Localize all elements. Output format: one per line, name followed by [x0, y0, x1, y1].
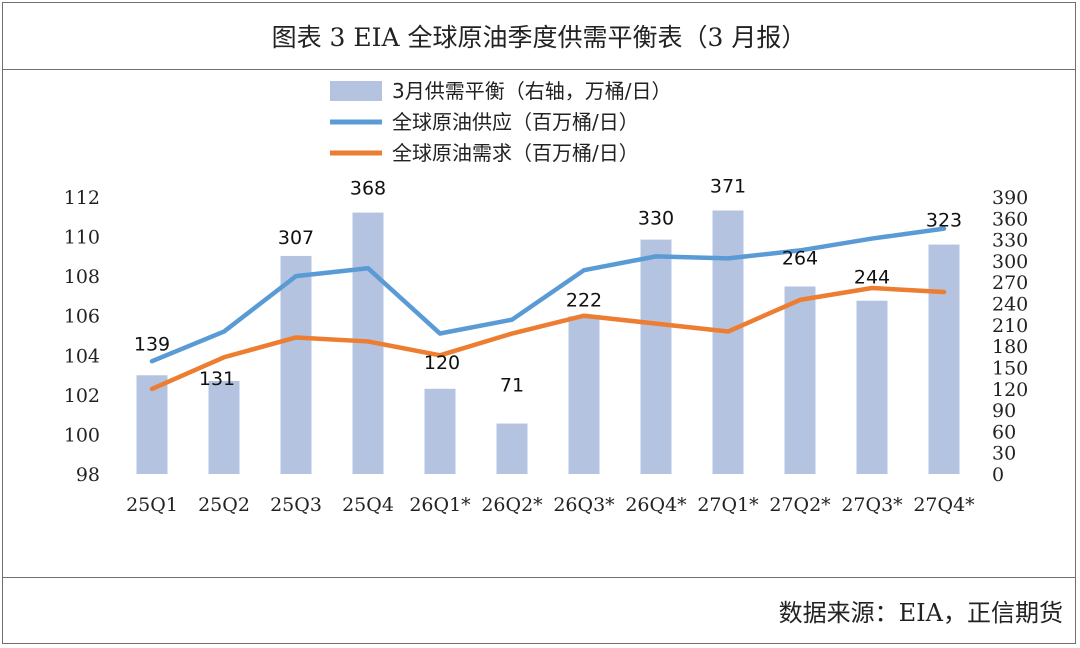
- right-axis-tick: 330: [992, 230, 1028, 252]
- balance-bar: [424, 388, 456, 474]
- balance-data-label: 131: [199, 368, 235, 390]
- source-note: 数据来源：EIA，正信期货: [3, 577, 1075, 643]
- x-axis-tick: 25Q3: [270, 494, 322, 516]
- left-axis-tick: 102: [64, 385, 100, 407]
- right-axis-tick: 300: [992, 251, 1028, 273]
- left-axis-tick: 100: [64, 424, 100, 446]
- balance-data-label: 120: [424, 352, 460, 374]
- balance-data-label: 330: [638, 208, 674, 230]
- balance-bar: [640, 239, 672, 474]
- balance-bar: [496, 423, 528, 474]
- left-axis-tick: 98: [76, 464, 100, 486]
- x-axis-tick: 26Q3*: [553, 494, 615, 516]
- right-axis-tick: 30: [992, 443, 1016, 465]
- x-axis-tick: 26Q2*: [481, 494, 543, 516]
- balance-bar: [208, 380, 240, 474]
- right-axis-tick: 150: [992, 357, 1028, 379]
- x-axis-tick: 25Q1: [126, 494, 178, 516]
- x-axis-tick: 27Q3*: [841, 494, 903, 516]
- x-axis-tick: 27Q1*: [697, 494, 759, 516]
- right-axis-tick: 210: [992, 315, 1028, 337]
- x-axis-tick: 26Q4*: [625, 494, 687, 516]
- right-axis-tick: 270: [992, 272, 1028, 294]
- x-axis-tick: 25Q2: [198, 494, 250, 516]
- balance-bar: [280, 255, 312, 474]
- left-axis-tick: 110: [64, 227, 100, 249]
- right-axis-tick: 180: [992, 336, 1028, 358]
- balance-bar: [136, 375, 168, 474]
- left-axis-tick: 108: [64, 266, 100, 288]
- balance-data-label: 264: [782, 247, 818, 269]
- legend-label-balance: 3月供需平衡（右轴，万桶/日）: [392, 79, 671, 103]
- balance-bar: [928, 244, 960, 474]
- balance-bar: [568, 316, 600, 474]
- right-axis-tick: 120: [992, 379, 1028, 401]
- right-axis-tick: 0: [992, 464, 1004, 486]
- chart-title: 图表 3 EIA 全球原油季度供需平衡表（3 月报）: [3, 3, 1075, 70]
- right-axis-tick: 240: [992, 294, 1028, 316]
- legend-swatch-balance: [330, 81, 382, 101]
- balance-data-label: 71: [500, 375, 524, 397]
- left-axis-tick: 106: [64, 306, 100, 328]
- right-axis-tick: 60: [992, 421, 1016, 443]
- balance-data-label: 307: [278, 227, 314, 249]
- balance-data-label: 222: [566, 289, 602, 311]
- left-axis-tick: 112: [64, 187, 100, 209]
- balance-data-label: 139: [134, 333, 170, 355]
- balance-bar: [856, 300, 888, 474]
- right-axis-tick: 360: [992, 208, 1028, 230]
- right-axis-tick: 90: [992, 400, 1016, 422]
- balance-data-label: 244: [854, 267, 890, 289]
- supply-line: [149, 226, 947, 364]
- legend-label-supply: 全球原油供应（百万桶/日）: [392, 110, 639, 134]
- balance-bar: [712, 210, 744, 474]
- right-axis-tick: 390: [992, 187, 1028, 209]
- x-axis-tick: 27Q4*: [913, 494, 975, 516]
- balance-data-label: 368: [350, 178, 386, 200]
- balance-data-label: 371: [710, 175, 746, 197]
- balance-data-label: 323: [926, 210, 962, 232]
- balance-bar: [784, 286, 816, 474]
- x-axis-tick: 25Q4: [342, 494, 394, 516]
- left-axis-tick: 104: [64, 345, 100, 367]
- x-axis-tick: 26Q1*: [409, 494, 471, 516]
- demand-line: [149, 285, 947, 392]
- legend-label-demand: 全球原油需求（百万桶/日）: [392, 141, 639, 165]
- x-axis-tick: 27Q2*: [769, 494, 831, 516]
